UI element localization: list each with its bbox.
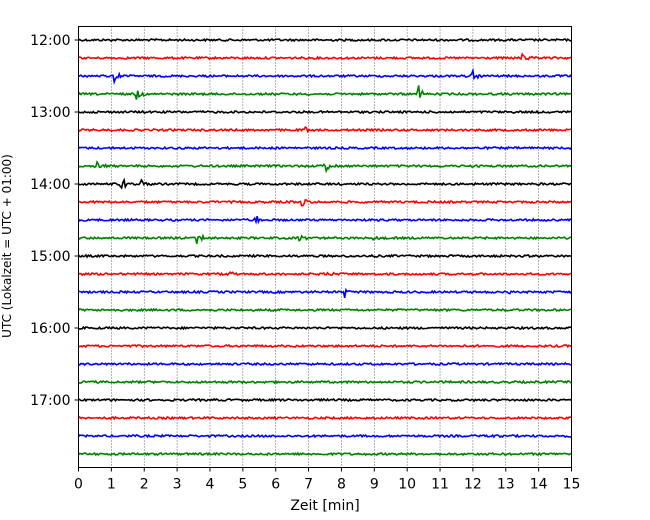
trace-14:00 bbox=[77, 177, 572, 190]
trace-12:00 bbox=[78, 37, 572, 43]
y-tick-label: 14:00 bbox=[30, 177, 70, 193]
trace-13:45 bbox=[77, 160, 573, 174]
x-tick-label: 12 bbox=[464, 477, 482, 493]
y-axis-ticks: 12:00 13:00 14:00 15:00 16:00 17:00 bbox=[30, 33, 79, 409]
trace-16:15 bbox=[78, 343, 572, 349]
x-tick-label: 6 bbox=[271, 477, 280, 493]
trace-12:30 bbox=[78, 67, 573, 85]
trace-15:15 bbox=[78, 271, 572, 277]
x-tick-label: 11 bbox=[431, 477, 449, 493]
trace-17:30 bbox=[77, 433, 572, 439]
x-tick-label: 9 bbox=[370, 477, 379, 493]
plot-area bbox=[78, 26, 572, 468]
trace-13:30 bbox=[78, 145, 573, 151]
trace-12:45 bbox=[77, 85, 572, 100]
seismogram-traces bbox=[77, 37, 573, 457]
y-tick-label: 12:00 bbox=[30, 33, 70, 49]
x-tick-label: 2 bbox=[140, 477, 149, 493]
trace-13:15 bbox=[77, 125, 572, 134]
trace-17:00 bbox=[78, 397, 572, 403]
x-tick-label: 5 bbox=[238, 477, 247, 493]
trace-14:15 bbox=[78, 199, 572, 207]
y-tick-label: 17:00 bbox=[30, 393, 70, 409]
y-axis-label: UTC (Lokalzeit = UTC + 01:00) bbox=[0, 154, 14, 338]
trace-17:45 bbox=[77, 451, 572, 457]
trace-12:15 bbox=[78, 52, 572, 61]
trace-13:00 bbox=[78, 109, 572, 115]
x-tick-label: 15 bbox=[563, 477, 581, 493]
x-tick-label: 4 bbox=[206, 477, 215, 493]
trace-15:00 bbox=[77, 253, 572, 259]
x-tick-label: 7 bbox=[304, 477, 313, 493]
y-tick-label: 16:00 bbox=[30, 321, 70, 337]
x-axis-ticks: 0 1 2 3 4 5 6 7 8 9 10 11 12 13 14 15 bbox=[74, 467, 581, 493]
x-tick-label: 10 bbox=[398, 477, 416, 493]
x-tick-label: 3 bbox=[173, 477, 182, 493]
y-tick-label: 15:00 bbox=[30, 249, 70, 265]
trace-16:00 bbox=[78, 325, 572, 331]
trace-17:15 bbox=[78, 415, 572, 421]
x-tick-label: 8 bbox=[337, 477, 346, 493]
trace-16:45 bbox=[78, 379, 572, 385]
trace-14:30 bbox=[77, 216, 572, 225]
plot-frame bbox=[78, 26, 572, 468]
trace-16:30 bbox=[78, 361, 572, 367]
trace-15:45 bbox=[77, 307, 572, 313]
trace-14:45 bbox=[78, 233, 572, 244]
x-axis-label: Zeit [min] bbox=[290, 498, 359, 514]
x-tick-label: 13 bbox=[497, 477, 515, 493]
x-tick-label: 14 bbox=[530, 477, 548, 493]
x-tick-label: 1 bbox=[107, 477, 116, 493]
x-tick-label: 0 bbox=[74, 477, 83, 493]
y-tick-label: 13:00 bbox=[30, 105, 70, 121]
trace-15:30 bbox=[78, 287, 573, 299]
